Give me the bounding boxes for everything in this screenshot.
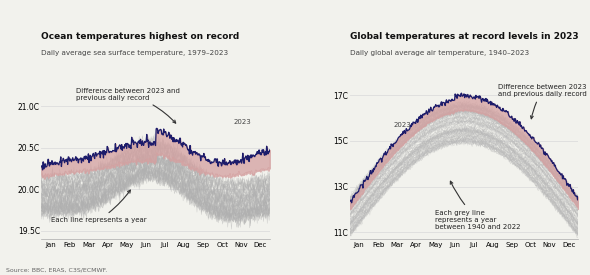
Text: Difference between 2023 and
previous daily record: Difference between 2023 and previous dai… [76, 88, 179, 123]
Text: Source: BBC, ERAS, C3S/ECMWF.: Source: BBC, ERAS, C3S/ECMWF. [6, 267, 107, 272]
Text: Daily average sea surface temperature, 1979–2023: Daily average sea surface temperature, 1… [41, 50, 228, 56]
Text: 2023: 2023 [234, 119, 251, 125]
Text: Ocean temperatures highest on record: Ocean temperatures highest on record [41, 32, 240, 41]
Text: Daily global average air temperature, 1940–2023: Daily global average air temperature, 19… [350, 50, 529, 56]
Text: Global temperatures at record levels in 2023: Global temperatures at record levels in … [350, 32, 578, 41]
Text: Each grey line
represents a year
between 1940 and 2022: Each grey line represents a year between… [435, 181, 521, 230]
Text: Each line represents a year: Each line represents a year [51, 190, 146, 223]
Text: 2023: 2023 [394, 122, 411, 128]
Text: Difference between 2023
and previous daily record: Difference between 2023 and previous dai… [498, 84, 587, 119]
